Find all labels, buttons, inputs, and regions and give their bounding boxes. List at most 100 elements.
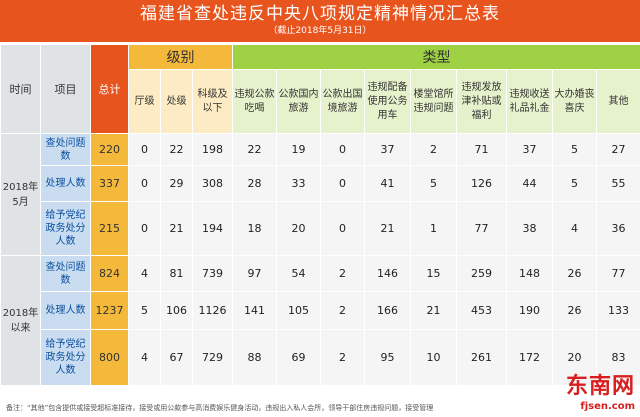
- value-cell: 20: [552, 329, 598, 386]
- header-type: 其他: [596, 69, 640, 134]
- value-cell: 4: [128, 255, 161, 292]
- value-cell: 26: [552, 255, 598, 292]
- value-cell: 194: [191, 201, 234, 256]
- value-cell: 2: [320, 291, 366, 330]
- header-level-group: 级别: [127, 44, 234, 70]
- value-cell: 2: [410, 133, 458, 166]
- header-type-group: 类型: [232, 44, 640, 70]
- value-cell: 105: [276, 291, 322, 330]
- row-item-label: 查处问题数: [40, 133, 91, 166]
- value-cell: 453: [456, 291, 508, 330]
- value-cell: 0: [320, 133, 366, 166]
- value-cell: 37: [506, 133, 554, 166]
- value-cell: 4: [552, 201, 598, 256]
- total-cell: 824: [90, 255, 129, 292]
- value-cell: 95: [364, 329, 412, 386]
- value-cell: 27: [596, 133, 640, 166]
- table-row: 给予党纪政务处分人数 800 4 67 729 88 69 2 95 10 261 172 20 83: [1, 329, 640, 386]
- value-cell: 81: [160, 255, 193, 292]
- value-cell: 41: [364, 165, 412, 202]
- header-type: 违规配备使用公务用车: [364, 69, 412, 134]
- row-item-label: 处理人数: [40, 291, 91, 330]
- title-bar: 福建省查处违反中央八项规定精神情况汇总表 （截止2018年5月31日）: [0, 0, 640, 42]
- value-cell: 26: [552, 291, 598, 330]
- value-cell: 21: [364, 201, 412, 256]
- value-cell: 308: [191, 165, 234, 202]
- total-cell: 220: [90, 133, 129, 166]
- value-cell: 5: [552, 133, 598, 166]
- value-cell: 166: [364, 291, 412, 330]
- value-cell: 106: [160, 291, 193, 330]
- header-total: 总计: [90, 44, 129, 134]
- value-cell: 38: [506, 201, 554, 256]
- total-cell: 337: [90, 165, 129, 202]
- value-cell: 77: [456, 201, 508, 256]
- value-cell: 2: [320, 329, 366, 386]
- value-cell: 146: [364, 255, 412, 292]
- value-cell: 21: [160, 201, 193, 256]
- table-row: 2018年以来 查处问题数 824 4 81 739 97 54 2 146 15 259 148 26 7…: [0, 255, 640, 386]
- period-label: 2018年5月: [0, 133, 41, 256]
- value-cell: 71: [456, 133, 508, 166]
- value-cell: 44: [506, 165, 554, 202]
- page-subtitle: （截止2018年5月31日）: [268, 26, 372, 36]
- logo-domain: fjsen.com: [580, 401, 635, 412]
- value-cell: 729: [191, 329, 234, 386]
- header-level: 科级及以下: [191, 69, 234, 134]
- value-cell: 5: [128, 291, 161, 330]
- value-cell: 2: [320, 255, 366, 292]
- value-cell: 18: [232, 201, 278, 256]
- value-cell: 83: [596, 329, 640, 386]
- header-type: 公款国内旅游: [276, 69, 322, 134]
- value-cell: 126: [456, 165, 508, 202]
- value-cell: 33: [276, 165, 322, 202]
- header-level: 处级: [160, 69, 193, 134]
- value-cell: 54: [276, 255, 322, 292]
- header-type: 违规收送礼品礼金: [506, 69, 554, 134]
- total-cell: 1237: [90, 291, 129, 330]
- table-row: 处理人数 1237 5 106 1126 141 105 2 166 21 453 190 26 133: [1, 291, 640, 330]
- header-time: 时间: [0, 44, 41, 134]
- value-cell: 20: [276, 201, 322, 256]
- value-cell: 0: [320, 165, 366, 202]
- value-cell: 259: [456, 255, 508, 292]
- summary-table: 时间 项目 总计 级别 类型 厅级 处级 科级及以下 违规公款吃喝 公款国内旅游 公款出国…: [0, 44, 640, 386]
- value-cell: 133: [596, 291, 640, 330]
- value-cell: 21: [410, 291, 458, 330]
- value-cell: 67: [160, 329, 193, 386]
- total-cell: 215: [90, 201, 129, 256]
- value-cell: 55: [596, 165, 640, 202]
- row-item-label: 处理人数: [40, 165, 91, 202]
- value-cell: 37: [364, 133, 412, 166]
- value-cell: 97: [232, 255, 278, 292]
- value-cell: 29: [160, 165, 193, 202]
- header-type: 违规公款吃喝: [232, 69, 278, 134]
- value-cell: 141: [232, 291, 278, 330]
- value-cell: 19: [276, 133, 322, 166]
- value-cell: 1: [410, 201, 458, 256]
- value-cell: 69: [276, 329, 322, 386]
- value-cell: 0: [320, 201, 366, 256]
- logo-text: 东南网: [565, 374, 635, 399]
- page-title: 福建省查处违反中央八项规定精神情况汇总表: [140, 4, 500, 24]
- value-cell: 88: [232, 329, 278, 386]
- value-cell: 5: [552, 165, 598, 202]
- value-cell: 0: [128, 133, 161, 166]
- header-type: 违规发放津补贴或福利: [456, 69, 508, 134]
- value-cell: 261: [456, 329, 508, 386]
- value-cell: 28: [232, 165, 278, 202]
- value-cell: 4: [128, 329, 161, 386]
- value-cell: 36: [596, 201, 640, 256]
- header-item: 项目: [40, 44, 91, 134]
- period-label: 2018年以来: [0, 255, 41, 386]
- total-cell: 800: [90, 329, 129, 386]
- value-cell: 190: [506, 291, 554, 330]
- value-cell: 0: [128, 165, 161, 202]
- value-cell: 22: [160, 133, 193, 166]
- table-row: 给予党纪政务处分人数 215 0 21 194 18 20 0 21 1 77 38 4 36: [1, 201, 640, 256]
- header-type: 楼堂馆所违规问题: [410, 69, 458, 134]
- value-cell: 739: [191, 255, 234, 292]
- value-cell: 15: [410, 255, 458, 292]
- value-cell: 5: [410, 165, 458, 202]
- value-cell: 198: [191, 133, 234, 166]
